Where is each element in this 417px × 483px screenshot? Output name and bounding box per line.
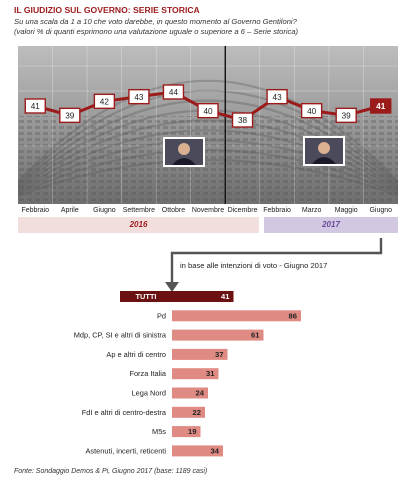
x-tick-label: Ottobre [162,207,185,214]
bar-value-label: 41 [221,292,230,301]
data-point-box [266,88,288,105]
category-label: TUTTI [136,292,157,301]
connector-arrowhead [165,282,179,292]
bar-value-label: 37 [215,350,223,359]
x-tick-label: Febbraio [21,207,49,214]
data-point-box [93,93,116,110]
data-label: 39 [65,112,75,121]
data-point-box [335,107,357,124]
bar [172,329,264,341]
x-tick-label: Marzo [302,207,322,214]
category-label: Ap e altri di centro [106,350,166,359]
survey-question-note: (valori % di quanti esprimono una valuta… [14,27,299,36]
time-series-line-chart: 41 39 42 43 44 40 38 43 40 39 41 [18,46,398,204]
bar [172,445,223,457]
period-label-2017: 2017 [264,217,398,233]
data-point-box [300,102,323,119]
x-tick-label: Aprile [61,207,79,214]
bar-chart-subtitle: in base alle intenzioni di voto - Giugno… [180,261,328,270]
survey-question: Su una scala da 1 a 10 che voto darebbe,… [14,17,297,26]
x-tick-label: Maggio [335,207,358,214]
data-label: 39 [342,112,352,121]
x-tick-label: Febbraio [263,207,291,214]
data-point-box [162,84,185,100]
data-label: 42 [100,98,110,107]
bar-value-label: 24 [196,389,205,398]
bar-value-label: 86 [289,311,297,320]
bar-value-label: 34 [211,446,220,455]
total-label-box [120,291,172,302]
data-label: 40 [307,107,317,116]
category-label: M5s [152,427,166,436]
bar [172,368,219,380]
bar [172,387,208,399]
chart-title: IL GIUDIZIO SUL GOVERNO: SERIE STORICA [14,5,200,15]
category-label: Astenuti, incerti, reticenti [85,446,166,455]
data-label: 41 [31,102,41,111]
x-tick-label: Dicembre [228,207,258,214]
category-label: FdI e altri di centro-destra [82,408,167,417]
data-point-box [370,98,392,114]
gentiloni-photo [303,136,345,166]
data-label: 43 [134,93,144,102]
bar [172,310,301,322]
category-label: Pd [157,311,166,320]
bar [172,406,205,418]
x-tick-label: Novembre [192,207,224,214]
bar [172,348,228,360]
x-tick-label: Settembre [123,207,155,214]
renzi-photo [163,137,205,167]
bar-value-label: 31 [206,369,215,378]
parliament-background-photo: 41 39 42 43 44 40 38 43 40 39 41 [18,46,398,204]
data-point-box [128,88,150,105]
category-label: Lega Nord [131,389,166,398]
data-label: 41 [376,102,386,111]
source-note: Fonte: Sondaggio Demos & Pi, Giugno 2017… [14,468,208,475]
bar-value-label: 61 [251,331,260,340]
bar-value-label: 22 [193,408,201,417]
category-label: Mdp, CP, SI e altri di sinistra [74,331,167,340]
x-tick-label: Giugno [369,207,392,214]
data-label: 40 [203,107,213,116]
data-point-box [59,107,81,124]
data-point-box [231,112,254,128]
category-label: Forza Italia [129,369,166,378]
period-label-2016: 2016 [18,217,259,233]
x-axis-ticks: Febbraio Aprile Giugno Settembre Ottobre Nove… [21,207,392,214]
data-point-box [24,98,46,114]
x-tick-label: Giugno [93,207,116,214]
data-label: 44 [169,88,179,97]
data-point-box [197,102,219,119]
data-label: 38 [238,116,248,125]
bar [172,426,201,438]
bar-value-label: 19 [188,427,196,436]
bar [172,291,234,302]
data-label: 43 [273,93,283,102]
